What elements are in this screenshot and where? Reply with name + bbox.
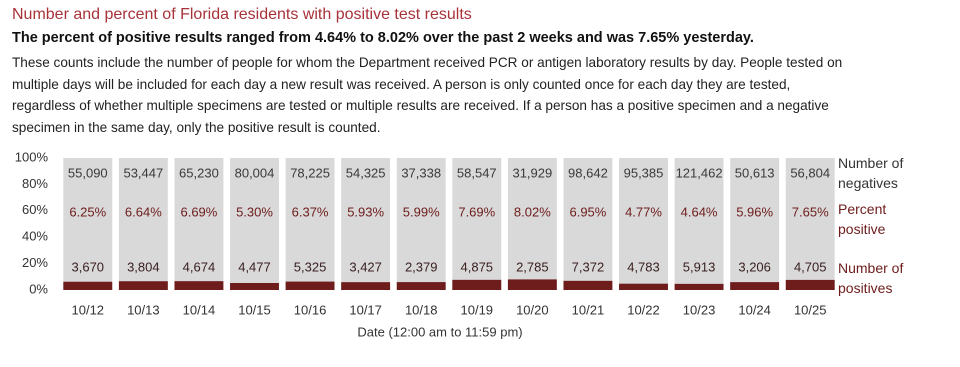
bar (396, 282, 446, 290)
value-label: 5.99% (403, 204, 440, 219)
x-tick-label: 10/16 (294, 302, 327, 317)
value-label: 6.37% (292, 204, 329, 219)
count-label: 3,427 (349, 259, 382, 274)
value-label: 5.96% (736, 204, 773, 219)
bar (730, 282, 780, 290)
legend-negatives: Number of negatives (838, 155, 904, 191)
x-tick-label: 10/17 (349, 302, 382, 317)
chart-description: These counts include the number of peopl… (12, 55, 843, 135)
bar-track (396, 158, 446, 290)
count-label: 2,785 (516, 259, 549, 274)
bar-track (507, 158, 557, 290)
bar-track (619, 158, 668, 290)
count-label: 4,875 (461, 259, 494, 274)
value-label: 5.30% (236, 204, 273, 219)
count-label: 50,613 (735, 165, 775, 180)
legend-positives: Number of positives (838, 260, 904, 296)
count-label: 2,379 (405, 259, 438, 274)
bar (174, 281, 224, 290)
x-tick-label: 10/20 (516, 302, 549, 317)
bar-track (674, 158, 724, 290)
y-tick-label: 20% (22, 255, 48, 270)
count-label: 4,783 (627, 259, 660, 274)
y-tick-label: 60% (22, 202, 48, 217)
x-tick-label: 10/14 (183, 302, 216, 317)
bar (452, 279, 502, 290)
value-label: 5.93% (347, 204, 384, 219)
bar (341, 282, 391, 290)
bar (118, 281, 168, 290)
x-tick-label: 10/21 (572, 302, 605, 317)
value-label: 6.25% (69, 204, 106, 219)
x-axis-label: Date (12:00 am to 11:59 pm) (357, 324, 522, 339)
count-label: 65,230 (179, 165, 219, 180)
legend-percent: Percent positive (838, 201, 887, 237)
value-label: 8.02% (514, 204, 551, 219)
value-label: 6.64% (125, 204, 162, 219)
x-tick-label: 10/12 (72, 302, 105, 317)
bar (619, 283, 668, 290)
bar (507, 279, 557, 290)
value-label: 4.77% (625, 204, 662, 219)
x-tick-label: 10/24 (738, 302, 771, 317)
bar-track (285, 158, 335, 290)
x-tick-label: 10/19 (461, 302, 494, 317)
bar-track (563, 158, 613, 290)
count-label: 7,372 (572, 259, 605, 274)
count-label: 54,325 (346, 165, 386, 180)
count-label: 80,004 (235, 165, 275, 180)
y-tick-label: 40% (22, 229, 48, 244)
bar-track (230, 158, 279, 290)
bar (285, 281, 335, 290)
count-label: 3,804 (127, 259, 160, 274)
count-label: 98,642 (568, 165, 608, 180)
x-tick-label: 10/13 (127, 302, 160, 317)
value-label: 6.95% (569, 204, 606, 219)
x-tick-label: 10/15 (238, 302, 271, 317)
x-tick-label: 10/18 (405, 302, 438, 317)
count-label: 56,804 (790, 165, 830, 180)
bar-track (341, 158, 391, 290)
bar (63, 281, 113, 290)
count-label: 53,447 (123, 165, 163, 180)
count-label: 5,913 (683, 259, 716, 274)
chart-subtitle: The percent of positive results ranged f… (12, 30, 754, 46)
x-tick-label: 10/23 (683, 302, 716, 317)
bar-track (63, 158, 113, 290)
count-label: 95,385 (624, 165, 664, 180)
bar-track (452, 158, 502, 290)
count-label: 3,206 (738, 259, 771, 274)
value-label: 6.69% (180, 204, 217, 219)
y-tick-label: 80% (22, 176, 48, 191)
bar-track (118, 158, 168, 290)
count-label: 4,674 (183, 259, 216, 274)
x-tick-label: 10/25 (794, 302, 827, 317)
count-label: 4,705 (794, 259, 827, 274)
bar (230, 283, 279, 290)
bar (674, 283, 724, 290)
bar (785, 279, 835, 290)
count-label: 55,090 (68, 165, 108, 180)
count-label: 3,670 (72, 259, 105, 274)
value-label: 7.65% (792, 204, 829, 219)
value-label: 7.69% (458, 204, 495, 219)
chart-title: Number and percent of Florida residents … (12, 6, 472, 23)
count-label: 121,462 (676, 165, 723, 180)
count-label: 4,477 (238, 259, 271, 274)
bar (563, 280, 613, 290)
count-label: 5,325 (294, 259, 327, 274)
count-label: 31,929 (512, 165, 552, 180)
bar-track (785, 158, 835, 290)
count-label: 58,547 (457, 165, 497, 180)
bar-track (174, 158, 224, 290)
value-label: 4.64% (681, 204, 718, 219)
y-tick-label: 100% (15, 149, 49, 164)
count-label: 37,338 (401, 165, 441, 180)
bar-track (730, 158, 780, 290)
y-tick-label: 0% (29, 281, 48, 296)
x-tick-label: 10/22 (627, 302, 660, 317)
count-label: 78,225 (290, 165, 330, 180)
